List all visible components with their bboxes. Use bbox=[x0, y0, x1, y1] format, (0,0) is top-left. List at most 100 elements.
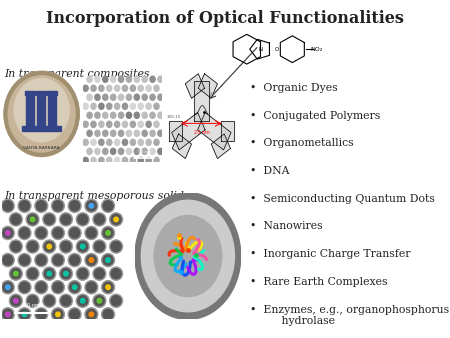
Circle shape bbox=[102, 281, 114, 294]
Circle shape bbox=[134, 94, 140, 100]
Circle shape bbox=[85, 226, 98, 240]
Circle shape bbox=[89, 258, 94, 262]
Circle shape bbox=[36, 201, 46, 211]
Bar bbox=[26, 93, 34, 127]
Circle shape bbox=[43, 240, 56, 253]
Polygon shape bbox=[185, 74, 204, 98]
Circle shape bbox=[44, 241, 54, 251]
Ellipse shape bbox=[4, 71, 79, 156]
Circle shape bbox=[36, 255, 46, 265]
Circle shape bbox=[95, 94, 100, 100]
Circle shape bbox=[3, 228, 13, 238]
Circle shape bbox=[134, 148, 140, 154]
Circle shape bbox=[138, 157, 144, 164]
Circle shape bbox=[87, 76, 92, 82]
Circle shape bbox=[36, 309, 46, 319]
Polygon shape bbox=[172, 134, 192, 159]
Circle shape bbox=[35, 199, 48, 213]
Circle shape bbox=[146, 139, 151, 145]
Circle shape bbox=[138, 139, 144, 145]
Circle shape bbox=[81, 298, 85, 303]
Circle shape bbox=[27, 214, 37, 224]
Circle shape bbox=[85, 308, 98, 321]
Circle shape bbox=[102, 226, 114, 240]
Circle shape bbox=[83, 85, 88, 91]
Circle shape bbox=[18, 308, 31, 321]
Circle shape bbox=[150, 94, 155, 100]
Circle shape bbox=[51, 199, 64, 213]
Circle shape bbox=[78, 269, 88, 279]
Circle shape bbox=[3, 201, 13, 211]
Circle shape bbox=[102, 308, 114, 321]
Circle shape bbox=[97, 298, 102, 303]
Circle shape bbox=[110, 267, 122, 280]
Circle shape bbox=[68, 199, 81, 213]
Circle shape bbox=[111, 269, 121, 279]
Circle shape bbox=[138, 121, 144, 127]
Circle shape bbox=[118, 94, 124, 100]
Circle shape bbox=[146, 103, 151, 110]
Circle shape bbox=[18, 199, 31, 213]
Circle shape bbox=[154, 139, 159, 145]
Circle shape bbox=[114, 103, 120, 110]
Circle shape bbox=[51, 308, 64, 321]
Polygon shape bbox=[198, 74, 217, 98]
Circle shape bbox=[35, 254, 48, 267]
Circle shape bbox=[36, 282, 46, 292]
Text: •  DNA: • DNA bbox=[250, 166, 289, 176]
Circle shape bbox=[56, 312, 60, 317]
Circle shape bbox=[103, 282, 113, 292]
Circle shape bbox=[18, 226, 31, 240]
Circle shape bbox=[61, 269, 71, 279]
Circle shape bbox=[87, 112, 92, 118]
Circle shape bbox=[114, 157, 120, 164]
Circle shape bbox=[107, 103, 112, 110]
Circle shape bbox=[36, 228, 46, 238]
Circle shape bbox=[9, 267, 22, 280]
Circle shape bbox=[47, 271, 51, 276]
Circle shape bbox=[154, 121, 159, 127]
Circle shape bbox=[27, 241, 37, 251]
Circle shape bbox=[126, 94, 131, 100]
Circle shape bbox=[11, 214, 21, 224]
Circle shape bbox=[43, 294, 56, 307]
Circle shape bbox=[83, 139, 88, 145]
Circle shape bbox=[103, 76, 108, 82]
Circle shape bbox=[11, 241, 21, 251]
Polygon shape bbox=[221, 121, 234, 141]
Polygon shape bbox=[194, 81, 209, 121]
Circle shape bbox=[78, 296, 88, 306]
Circle shape bbox=[158, 148, 163, 154]
Circle shape bbox=[126, 130, 131, 137]
Circle shape bbox=[103, 94, 108, 100]
Circle shape bbox=[111, 148, 116, 154]
Circle shape bbox=[20, 201, 30, 211]
Circle shape bbox=[141, 200, 234, 312]
Circle shape bbox=[154, 157, 159, 164]
Circle shape bbox=[94, 241, 104, 251]
Circle shape bbox=[76, 294, 89, 307]
Circle shape bbox=[53, 201, 63, 211]
Circle shape bbox=[122, 103, 128, 110]
Circle shape bbox=[51, 281, 64, 294]
Circle shape bbox=[26, 267, 39, 280]
Circle shape bbox=[70, 228, 80, 238]
Circle shape bbox=[103, 309, 113, 319]
Circle shape bbox=[146, 121, 151, 127]
Circle shape bbox=[72, 285, 77, 289]
Circle shape bbox=[94, 296, 104, 306]
Circle shape bbox=[110, 240, 122, 253]
Text: •  Enzymes, e.g., organophosphorus
         hydrolase: • Enzymes, e.g., organophosphorus hydrol… bbox=[250, 305, 449, 326]
Circle shape bbox=[93, 213, 106, 226]
Circle shape bbox=[68, 281, 81, 294]
Circle shape bbox=[111, 76, 116, 82]
Circle shape bbox=[95, 130, 100, 137]
Circle shape bbox=[142, 148, 147, 154]
Circle shape bbox=[59, 267, 72, 280]
Circle shape bbox=[22, 312, 27, 317]
Circle shape bbox=[126, 148, 131, 154]
Circle shape bbox=[114, 139, 120, 145]
Circle shape bbox=[130, 121, 135, 127]
Text: Incorporation of Optical Functionalities: Incorporation of Optical Functionalities bbox=[46, 10, 404, 27]
Circle shape bbox=[158, 94, 163, 100]
